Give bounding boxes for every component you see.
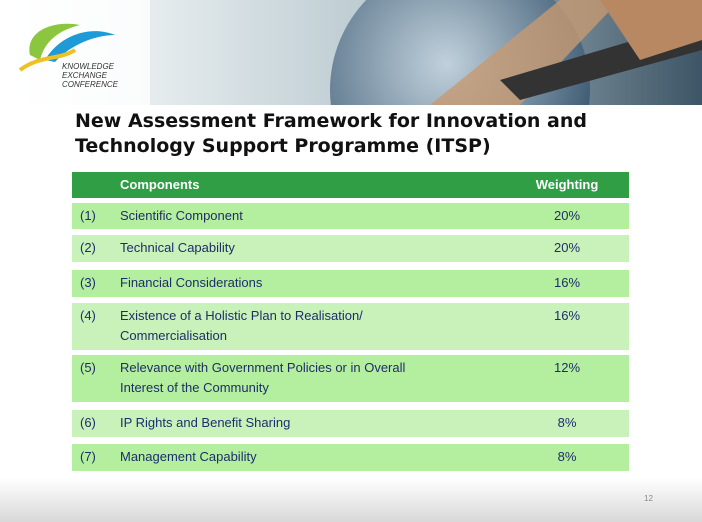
row-number: (7) — [80, 449, 96, 464]
component-text: IP Rights and Benefit Sharing — [120, 415, 291, 430]
title-line: New Assessment Framework for Innovation … — [75, 110, 587, 132]
table-row — [72, 355, 629, 402]
table-row — [72, 270, 629, 297]
component-text: Technical Capability — [120, 240, 235, 255]
logo-line: KNOWLEDGE — [62, 62, 115, 71]
page-number: 12 — [644, 494, 653, 503]
component-text: Financial Considerations — [120, 275, 263, 290]
weighting: 16% — [553, 308, 581, 323]
table-row — [72, 235, 629, 262]
weighting: 8% — [557, 449, 577, 464]
footer-band — [0, 478, 702, 522]
component-text: Commercialisation — [120, 328, 227, 343]
table-row — [72, 444, 629, 471]
logo-line: EXCHANGE — [62, 71, 107, 80]
row-number: (5) — [80, 360, 96, 375]
header-row — [72, 172, 629, 198]
row-number: (3) — [80, 275, 96, 290]
row-number: (2) — [80, 240, 96, 255]
component-text: Relevance with Government Policies or in… — [120, 360, 406, 375]
weighting: 20% — [553, 240, 581, 255]
table-row — [72, 410, 629, 437]
weighting: 8% — [557, 415, 577, 430]
header-cell: Weighting — [535, 177, 599, 192]
table-row — [72, 303, 629, 350]
row-number: (1) — [80, 208, 96, 223]
title-line: Technology Support Programme (ITSP) — [75, 135, 491, 157]
component-text: Existence of a Holistic Plan to Realisat… — [120, 308, 363, 323]
row-number: (6) — [80, 415, 96, 430]
row-number: (4) — [80, 308, 96, 323]
header-cell: Components — [120, 177, 200, 192]
weighting: 16% — [553, 275, 581, 290]
weighting: 20% — [553, 208, 581, 223]
table-row — [72, 203, 629, 229]
logo-line: CONFERENCE — [62, 80, 119, 89]
weighting: 12% — [553, 360, 581, 375]
logo-text: KNOWLEDGE EXCHANGE CONFERENCE — [62, 62, 118, 89]
component-text: Scientific Component — [120, 208, 243, 223]
header-banner — [0, 0, 702, 105]
component-text: Interest of the Community — [120, 380, 269, 395]
component-text: Management Capability — [120, 449, 257, 464]
